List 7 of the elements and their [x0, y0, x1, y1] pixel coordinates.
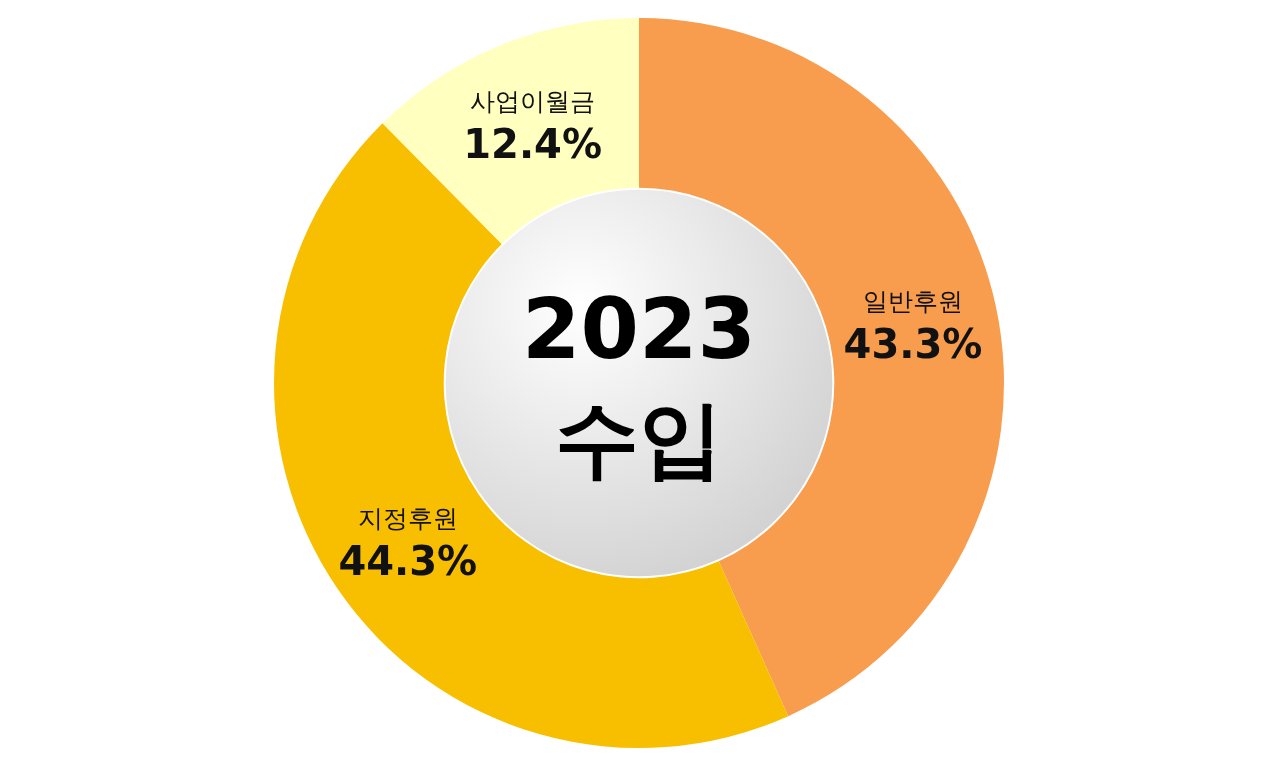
text: 2023 수입 [522, 280, 756, 488]
data-label: 43.3% [843, 321, 983, 368]
data-label: 44.3% [338, 538, 478, 585]
data-label: 12.4% [463, 120, 602, 167]
slice-label: 지정후원 [357, 504, 458, 534]
slice-label: 사업이월금 [470, 86, 596, 116]
slice-label: 일반후원 [862, 287, 963, 317]
